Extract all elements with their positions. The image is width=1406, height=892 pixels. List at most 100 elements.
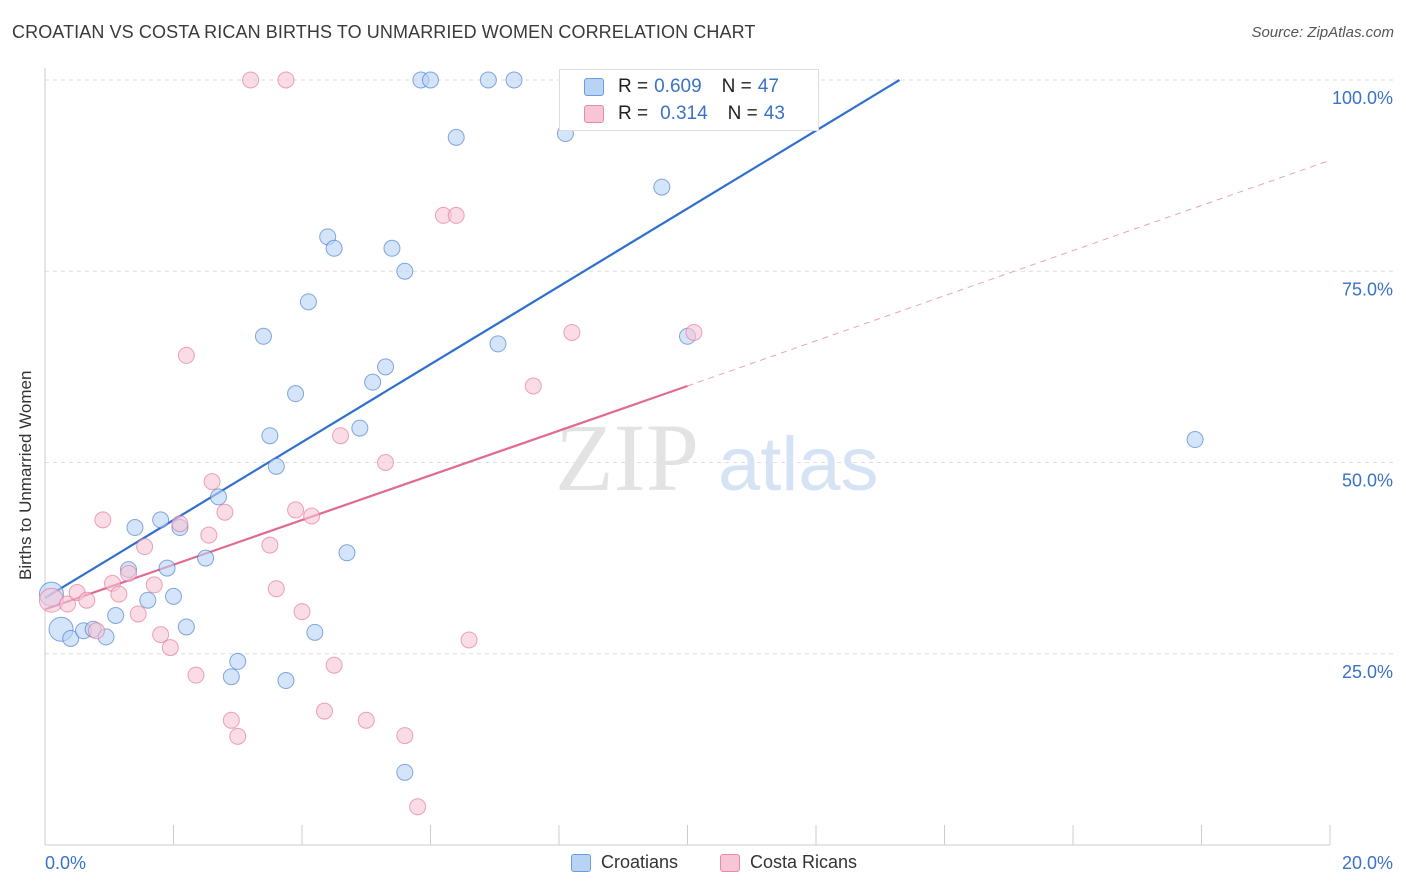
point-croatians (351, 419, 369, 437)
point-costa-ricans (325, 656, 343, 674)
point-costa-ricans (110, 585, 128, 603)
point-croatians (479, 71, 497, 89)
point-costa-ricans (136, 538, 154, 556)
point-croatians (222, 668, 240, 686)
legend-swatch-costa-ricans (584, 105, 604, 123)
point-croatians (396, 763, 414, 781)
point-croatians (447, 128, 465, 146)
chart-title: CROATIAN VS COSTA RICAN BIRTHS TO UNMARR… (12, 22, 756, 42)
point-croatians (1186, 431, 1204, 449)
point-costa-ricans (447, 206, 465, 224)
point-croatians (165, 587, 182, 605)
point-costa-ricans (303, 507, 321, 525)
point-costa-ricans (38, 587, 64, 613)
point-croatians (653, 178, 671, 196)
legend-n-value: 43 (763, 103, 785, 124)
point-costa-ricans (177, 346, 195, 364)
point-costa-ricans (94, 511, 112, 529)
point-croatians (325, 239, 343, 257)
point-costa-ricans (222, 711, 240, 729)
point-costa-ricans (145, 576, 163, 594)
point-croatians (209, 488, 227, 506)
point-croatians (229, 652, 247, 670)
trend-line-croatians (44, 79, 901, 599)
legend-row-costa-ricans: R = 0.314 N = 43 (584, 102, 785, 126)
legend: R = 0.609 N = 47 R = 0.314 N = 43 (559, 69, 819, 131)
point-croatians (197, 549, 215, 567)
point-croatians (396, 262, 414, 280)
point-croatians (158, 559, 176, 577)
legend-r-value: 0.609 (654, 76, 702, 97)
point-costa-ricans (357, 711, 375, 729)
point-croatians (338, 544, 356, 562)
point-costa-ricans (563, 323, 581, 341)
legend-r-value: 0.314 (660, 103, 708, 124)
bottom-swatch-costa-ricans (720, 853, 740, 872)
y-tick-label: 50.0% (1342, 471, 1393, 491)
legend-swatch-croatians (584, 78, 604, 96)
point-croatians (505, 71, 523, 89)
point-croatians (126, 519, 144, 537)
point-costa-ricans (187, 666, 205, 684)
point-costa-ricans (87, 622, 105, 640)
point-costa-ricans (261, 536, 279, 554)
point-croatians (306, 623, 324, 641)
point-croatians (177, 618, 195, 636)
bottom-legend-label: Croatians (601, 852, 679, 872)
point-costa-ricans (161, 639, 179, 657)
y-axis-label: Births to Unmarried Women (16, 370, 35, 580)
legend-row-croatians: R = 0.609 N = 47 (584, 75, 779, 99)
tick-labels: 100.0% 75.0% 50.0% 25.0% 0.0% 20.0% (45, 88, 1393, 873)
point-costa-ricans (409, 798, 427, 816)
point-croatians (277, 672, 295, 690)
legend-n-label: N = (727, 103, 758, 124)
point-croatians (107, 607, 125, 624)
bottom-legend-croatians: Croatians (571, 852, 678, 873)
point-costa-ricans (277, 71, 295, 89)
point-costa-ricans (315, 702, 333, 720)
point-costa-ricans (267, 580, 285, 598)
point-costa-ricans (152, 626, 170, 644)
watermark: ZIP atlas (555, 404, 879, 511)
bottom-legend-label: Costa Ricans (750, 852, 858, 872)
point-costa-ricans (242, 71, 260, 89)
point-croatians (254, 327, 272, 345)
trend-line-costa-ricans-extension (687, 159, 1331, 387)
point-croatians (139, 591, 157, 609)
point-croatians (364, 373, 382, 391)
point-costa-ricans (524, 377, 542, 395)
watermark-atlas: atlas (718, 422, 879, 507)
point-croatians (152, 511, 170, 529)
axes (44, 68, 1331, 846)
point-croatians (383, 239, 401, 257)
watermark-zip: ZIP (555, 404, 699, 511)
bottom-legend-costa-ricans: Costa Ricans (720, 852, 857, 873)
point-costa-ricans (229, 727, 247, 745)
y-tick-label: 75.0% (1342, 279, 1393, 299)
trend-line-costa-ricans (44, 384, 688, 611)
point-costa-ricans (460, 631, 478, 649)
legend-n-label: N = (721, 76, 752, 97)
point-croatians (489, 335, 507, 353)
legend-n-value: 47 (757, 76, 779, 97)
legend-r-label: R = (618, 103, 649, 124)
point-costa-ricans (287, 501, 305, 519)
x-tick-label: 0.0% (45, 853, 86, 873)
point-croatians (62, 629, 80, 647)
point-croatians (299, 293, 317, 311)
point-costa-ricans (216, 503, 234, 521)
point-costa-ricans (129, 605, 147, 623)
point-costa-ricans (78, 591, 96, 609)
point-croatians (261, 427, 279, 445)
point-croatians (287, 385, 305, 403)
point-croatians (422, 71, 439, 89)
point-croatians (377, 358, 395, 376)
grid-lines (45, 79, 1395, 655)
bottom-swatch-croatians (571, 853, 591, 872)
point-costa-ricans (396, 727, 414, 745)
y-tick-label: 25.0% (1342, 662, 1393, 682)
trend-lines (44, 79, 1331, 611)
point-costa-ricans (377, 454, 395, 471)
point-costa-ricans (200, 526, 218, 544)
